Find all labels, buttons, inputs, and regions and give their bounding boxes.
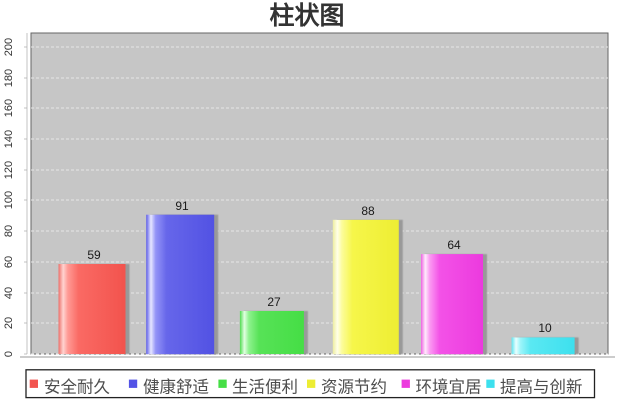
svg-text:0: 0 bbox=[3, 351, 15, 357]
svg-text:10: 10 bbox=[538, 321, 552, 335]
svg-text:健康舒适: 健康舒适 bbox=[143, 378, 209, 397]
svg-text:100: 100 bbox=[3, 191, 15, 209]
svg-text:20: 20 bbox=[3, 317, 15, 329]
svg-text:生活便利: 生活便利 bbox=[232, 378, 298, 397]
svg-text:91: 91 bbox=[175, 199, 189, 213]
svg-text:200: 200 bbox=[3, 38, 15, 56]
svg-text:27: 27 bbox=[267, 295, 281, 309]
svg-text:安全耐久: 安全耐久 bbox=[44, 378, 110, 397]
svg-text:60: 60 bbox=[3, 256, 15, 268]
svg-text:120: 120 bbox=[3, 161, 15, 179]
svg-text:资源节约: 资源节约 bbox=[321, 378, 387, 397]
svg-text:环境宜居: 环境宜居 bbox=[416, 378, 482, 397]
svg-text:提高与创新: 提高与创新 bbox=[500, 378, 583, 397]
svg-text:140: 140 bbox=[3, 130, 15, 148]
svg-text:160: 160 bbox=[3, 99, 15, 117]
svg-text:40: 40 bbox=[3, 287, 15, 299]
svg-text:88: 88 bbox=[361, 204, 375, 218]
svg-text:64: 64 bbox=[447, 238, 461, 252]
svg-text:180: 180 bbox=[3, 69, 15, 87]
svg-text:80: 80 bbox=[3, 225, 15, 237]
svg-text:59: 59 bbox=[87, 248, 101, 262]
svg-text:柱状图: 柱状图 bbox=[269, 2, 344, 30]
